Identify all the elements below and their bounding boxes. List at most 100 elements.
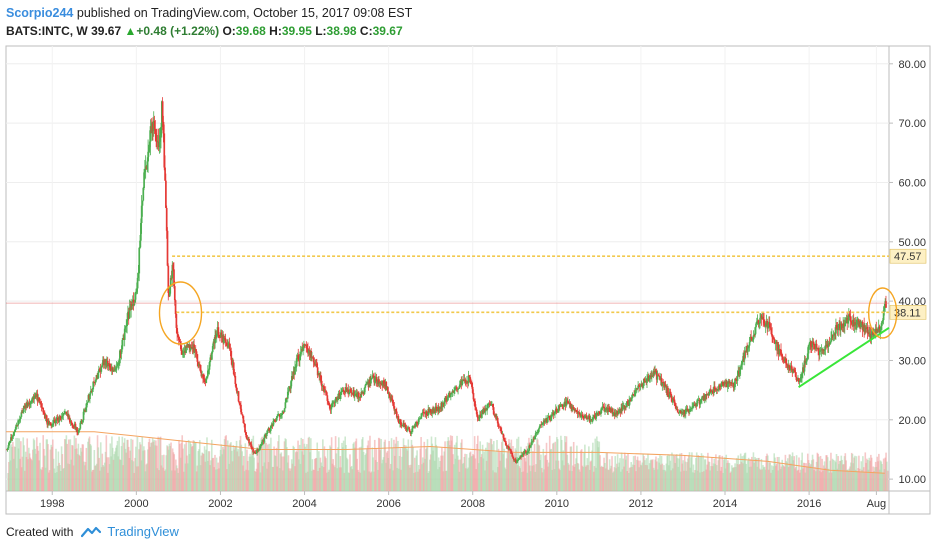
candle-body (229, 348, 232, 351)
volume-bar (304, 446, 307, 491)
candle-body (469, 377, 472, 383)
candle-body (108, 363, 111, 367)
candle-body (790, 365, 793, 369)
candle-body (178, 340, 181, 343)
candle-body (397, 416, 400, 422)
candle-body (684, 408, 687, 415)
candle-body (340, 392, 342, 395)
candle-body (141, 200, 144, 206)
volume-bar (367, 440, 370, 491)
candle-body (872, 331, 874, 336)
candle-body (595, 413, 598, 419)
volume-bar (391, 448, 394, 491)
volume-bar (265, 442, 267, 491)
candle-body (324, 390, 327, 392)
candle-body (6, 448, 9, 450)
candle-body (752, 335, 755, 340)
candle-body (688, 408, 691, 412)
candle-body (500, 430, 503, 435)
candle-body (7, 445, 10, 449)
candle-body (510, 450, 513, 453)
candle-body (164, 167, 166, 181)
candle-body (126, 320, 128, 327)
candle-body (40, 403, 43, 408)
candle-body (194, 349, 197, 352)
candle-body (411, 428, 413, 432)
volume-bar (830, 452, 832, 491)
volume-bar (244, 443, 247, 491)
candle-body (445, 397, 447, 399)
candle-body (525, 450, 527, 454)
candle-body (881, 321, 883, 326)
candle-body (808, 343, 811, 346)
candle-body (230, 350, 233, 360)
candle-body (810, 341, 812, 347)
candle-body (94, 380, 97, 383)
candle-body (722, 381, 724, 385)
candle-body (552, 412, 555, 415)
volume-bar (159, 436, 162, 491)
candle-body (774, 343, 777, 344)
candle-body (689, 408, 692, 410)
candle-body (226, 343, 229, 347)
candle-body (854, 322, 857, 326)
candle-body (144, 169, 146, 173)
candle-body (393, 406, 396, 411)
volume-bar (570, 446, 573, 491)
candle-body (612, 413, 614, 415)
volume-bar (517, 436, 520, 491)
candle-body (256, 449, 258, 453)
candle-body (654, 371, 656, 374)
candle-body (374, 378, 376, 383)
volume-bar (121, 436, 124, 491)
candle-body (567, 400, 569, 404)
high-value: 39.95 (281, 24, 312, 38)
volume-bar (90, 445, 92, 491)
candle-body (740, 363, 743, 367)
candle-body (755, 323, 757, 328)
candle-body (626, 401, 628, 408)
volume-bar (496, 440, 498, 491)
candle-body (353, 390, 355, 397)
candle-body (500, 428, 502, 431)
candle-body (276, 415, 279, 418)
author-name[interactable]: Scorpio244 (6, 6, 74, 20)
candle-body (412, 426, 414, 429)
candle-body (797, 378, 800, 383)
candle-body (486, 404, 489, 411)
candle-body (22, 405, 25, 413)
candle-body (51, 425, 53, 426)
candle-body (860, 322, 862, 327)
candle-body (14, 426, 17, 430)
candle-body (119, 350, 121, 364)
candle-body (118, 363, 120, 365)
candle-body (443, 401, 446, 405)
candle-body (244, 423, 246, 433)
candle-body (234, 375, 237, 385)
candle-body (739, 366, 742, 370)
candle-body (824, 345, 827, 350)
candle-body (285, 397, 288, 403)
volume-bar (136, 437, 139, 491)
candle-body (10, 437, 12, 442)
candle-body (347, 389, 350, 395)
candle-body (521, 454, 523, 457)
close-label: C: (359, 24, 373, 38)
candle-body (84, 410, 87, 411)
volume-bar (85, 447, 88, 491)
candle-body (290, 381, 292, 389)
open-label: O: (222, 24, 236, 38)
candle-body (363, 387, 366, 395)
x-tick-label: 2014 (713, 498, 737, 510)
candle-body (395, 409, 397, 412)
candle-body (182, 351, 185, 354)
candle-body (392, 403, 395, 407)
candle-body (788, 365, 790, 368)
candle-body (349, 389, 352, 393)
tradingview-brand[interactable]: TradingView (107, 524, 179, 539)
level-price-label: 38.11 (894, 307, 921, 319)
candle-body (848, 314, 851, 317)
candle-body (705, 393, 707, 399)
candle-body (471, 386, 474, 393)
